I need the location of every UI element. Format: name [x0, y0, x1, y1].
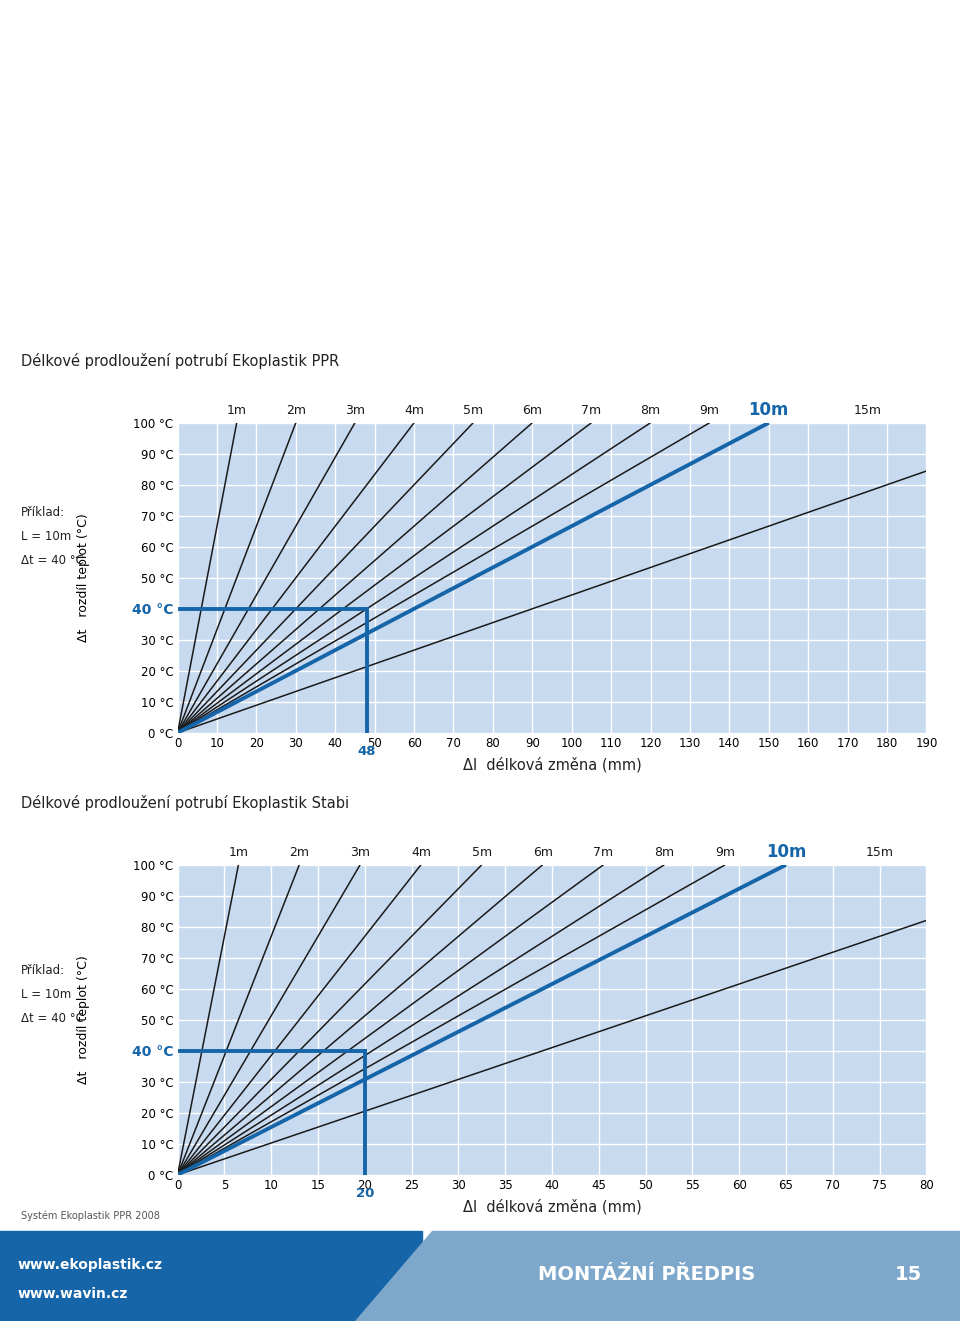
Text: 10m: 10m	[749, 402, 789, 419]
Text: www.wavin.cz: www.wavin.cz	[17, 1287, 128, 1301]
Text: 6m: 6m	[533, 845, 553, 859]
Text: Δt = 40 °C: Δt = 40 °C	[21, 553, 84, 567]
Text: 9m: 9m	[715, 845, 735, 859]
Text: 3m: 3m	[345, 404, 365, 416]
Y-axis label: Δt   rozdíl teplot (°C): Δt rozdíl teplot (°C)	[77, 955, 90, 1085]
Text: 4m: 4m	[404, 404, 424, 416]
Text: 5m: 5m	[463, 404, 483, 416]
Y-axis label: Δt   rozdíl teplot (°C): Δt rozdíl teplot (°C)	[77, 514, 90, 642]
Text: 15m: 15m	[853, 404, 881, 416]
Text: Δl  délková změna (mm): Δl délková změna (mm)	[463, 757, 641, 771]
Text: Systém Ekoplastik PPR 2008: Systém Ekoplastik PPR 2008	[21, 1211, 160, 1222]
Text: 7m: 7m	[593, 845, 613, 859]
Text: 2m: 2m	[286, 404, 306, 416]
Text: 1m: 1m	[228, 845, 249, 859]
Text: Příklad:: Příklad:	[21, 506, 65, 519]
Text: Délkové prodloužení potrubí Ekoplastik PPR: Délkové prodloužení potrubí Ekoplastik P…	[21, 353, 340, 369]
Text: Příklad:: Příklad:	[21, 964, 65, 978]
Text: 20: 20	[355, 1188, 374, 1201]
Text: 15: 15	[895, 1264, 922, 1284]
Text: 7m: 7m	[582, 404, 602, 416]
Text: 8m: 8m	[640, 404, 660, 416]
Polygon shape	[355, 1231, 960, 1321]
Text: 8m: 8m	[655, 845, 674, 859]
Text: Δl  délková změna (mm): Δl délková změna (mm)	[463, 1198, 641, 1214]
Text: L = 10m: L = 10m	[21, 530, 71, 543]
Text: 9m: 9m	[700, 404, 720, 416]
Text: 10m: 10m	[766, 843, 806, 861]
Text: 5m: 5m	[471, 845, 492, 859]
Bar	[0, 1231, 422, 1321]
Text: Δt = 40 °C: Δt = 40 °C	[21, 1012, 84, 1025]
Text: 15m: 15m	[866, 845, 894, 859]
Text: Délkové prodloužení potrubí Ekoplastik Stabi: Délkové prodloužení potrubí Ekoplastik S…	[21, 795, 349, 811]
Text: 1m: 1m	[227, 404, 247, 416]
Text: MONTÁŽNÍ PŘEDPIS: MONTÁŽNÍ PŘEDPIS	[538, 1264, 755, 1284]
Text: 2m: 2m	[289, 845, 309, 859]
Text: 6m: 6m	[522, 404, 542, 416]
Text: www.ekoplastik.cz: www.ekoplastik.cz	[17, 1258, 162, 1272]
Text: L = 10m: L = 10m	[21, 988, 71, 1001]
Text: SYSTÉM EKOPLASTIK PPR: SYSTÉM EKOPLASTIK PPR	[21, 24, 322, 44]
Text: 48: 48	[357, 745, 376, 758]
Text: 4m: 4m	[411, 845, 431, 859]
Text: 3m: 3m	[350, 845, 371, 859]
